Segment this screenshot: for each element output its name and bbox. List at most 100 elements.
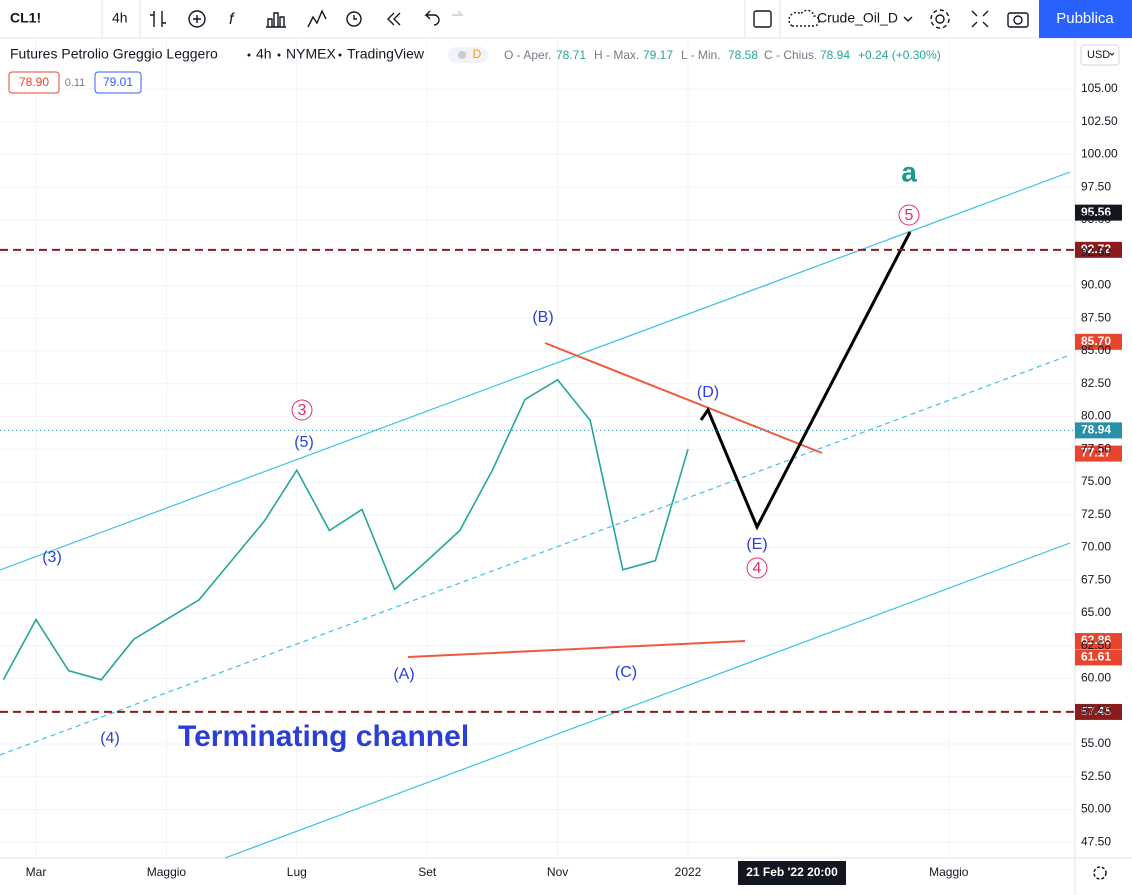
alert-chart-icon[interactable]: [307, 9, 327, 28]
y-tick-label: 67.50: [1081, 572, 1111, 586]
ohlc-label: L - Min.: [681, 48, 721, 62]
x-tick-label: Maggio: [147, 865, 187, 879]
wave-label: 3: [298, 402, 307, 419]
wave-label: (E): [746, 536, 767, 553]
y-tick-label: 65.00: [1081, 605, 1111, 619]
wave-label: 4: [753, 560, 762, 577]
bar-style-icon[interactable]: [150, 11, 166, 27]
templates-icon[interactable]: [266, 12, 286, 28]
axis-settings-icon[interactable]: [1093, 866, 1107, 880]
bid-box[interactable]: [8, 71, 60, 94]
y-tick-label: 82.50: [1081, 376, 1111, 390]
alert-icon[interactable]: [346, 11, 362, 27]
compare-plus: [193, 15, 201, 23]
price-label-box: [1075, 703, 1122, 720]
ohlc-value: 78.71: [556, 48, 586, 62]
y-tick-label: 90.00: [1081, 278, 1111, 292]
crosshair-time: 21 Feb '22 20:00: [746, 865, 838, 879]
indicators-icon[interactable]: f: [229, 11, 235, 28]
publish-button[interactable]: [1039, 0, 1132, 38]
x-tick-label: Nov: [547, 865, 568, 879]
x-tick-label: 2022: [675, 865, 702, 879]
wave-label: (3): [42, 549, 62, 566]
undo-icon[interactable]: [424, 10, 440, 26]
circle-4: [746, 557, 768, 579]
compare-icon[interactable]: [188, 10, 206, 28]
x-tick-label: Set: [418, 865, 437, 879]
layout-icon[interactable]: [753, 10, 772, 28]
ohlc-value: 78.94: [820, 48, 850, 62]
price-label: 92.72: [1081, 242, 1111, 256]
y-tick-label: 102.50: [1081, 114, 1118, 128]
publish-label: Pubblica: [1056, 10, 1114, 27]
y-tick-label: 97.50: [1081, 179, 1111, 193]
cloud-icon: [788, 9, 820, 27]
ohlc-value: 78.58: [728, 48, 758, 62]
currency-label: USD: [1087, 49, 1110, 61]
triangle-upper: [544, 342, 823, 454]
status-badge-label: D: [473, 47, 482, 61]
legend-instrument: Futures Petrolio Greggio Leggero: [10, 46, 218, 62]
channel-title: Terminating channel: [178, 720, 469, 753]
price-label: 85.70: [1081, 334, 1111, 348]
price-label-box: [1075, 649, 1122, 666]
y-tick-label: 92.50: [1081, 245, 1111, 259]
status-dot: [458, 51, 466, 59]
replay-icon[interactable]: [387, 12, 401, 26]
y-tick-label: 60.00: [1081, 671, 1111, 685]
ohlc-label: C - Chius.: [764, 48, 817, 62]
interval-button[interactable]: 4h: [112, 10, 128, 26]
toolbar: [0, 0, 1132, 38]
y-tick-label: 62.50: [1081, 638, 1111, 652]
channel-middle: [0, 354, 1071, 756]
crosshair-time-box: [738, 861, 846, 885]
price-label-box: [1075, 241, 1122, 258]
ohlc-label: O - Aper.: [504, 48, 551, 62]
y-tick-label: 52.50: [1081, 769, 1111, 783]
alert-hand: [353, 15, 357, 20]
y-tick-label: 85.00: [1081, 343, 1111, 357]
wave-label: (5): [294, 434, 314, 451]
wave-label: 5: [905, 207, 914, 224]
y-tick-label: 72.50: [1081, 507, 1111, 521]
price-label: 95.56: [1081, 205, 1111, 219]
price-label-layer: 95.56 92.72 85.70 78.94 77.17 62.86 61.61 57.45: [0, 204, 1122, 720]
x-tick-label: Maggio: [929, 865, 969, 879]
price-label: 57.45: [1081, 704, 1111, 718]
y-tick-label: 70.00: [1081, 540, 1111, 554]
fullscreen-icon[interactable]: [971, 10, 989, 28]
wave-label: (C): [615, 664, 637, 681]
price-label: 62.86: [1081, 633, 1111, 647]
x-tick-label: Mar: [26, 865, 47, 879]
circle-5: [898, 204, 920, 226]
currency-button[interactable]: [1080, 44, 1120, 66]
y-tick-label: 87.50: [1081, 310, 1111, 324]
snapshot-icon[interactable]: [1007, 12, 1029, 28]
ask-box[interactable]: [94, 71, 142, 94]
price-label: 61.61: [1081, 650, 1111, 664]
series-layer: [2, 378, 689, 681]
channel-lower: [224, 542, 1071, 859]
price-line: [2, 378, 689, 681]
wave-label: (4): [100, 730, 120, 747]
circle-3: [291, 399, 313, 421]
bid-price: 78.90: [19, 75, 49, 89]
wave-label: (A): [393, 666, 414, 683]
layout-name[interactable]: Crude_Oil_D: [817, 10, 898, 26]
settings-icon[interactable]: [935, 14, 945, 24]
redo-icon[interactable]: [452, 10, 464, 16]
ohlc-change: +0.24 (+0.30%): [858, 48, 941, 62]
drawings: [0, 171, 1071, 859]
layout-dropdown[interactable]: [903, 16, 913, 22]
wave-degree-label: a: [901, 156, 917, 187]
wave-label: (B): [532, 309, 553, 326]
spread: 0.11: [65, 77, 86, 89]
symbol-button[interactable]: CL1!: [10, 10, 41, 26]
currency-dropdown: [1109, 52, 1115, 56]
y-tick-label: 80.00: [1081, 409, 1111, 423]
triangle-lower: [407, 640, 746, 658]
y-tick-label: 95.00: [1081, 212, 1111, 226]
channel-upper: [0, 171, 1071, 571]
